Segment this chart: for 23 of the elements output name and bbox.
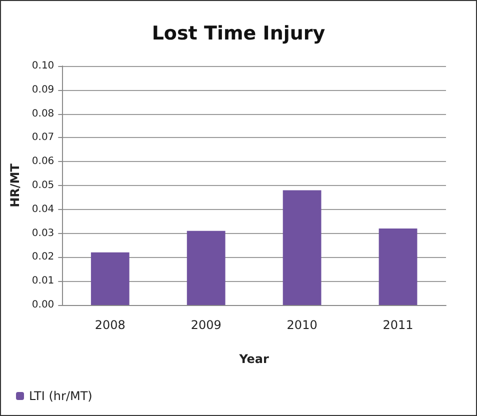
chart-title: Lost Time Injury [152, 22, 326, 44]
x-tick-label: 2009 [190, 318, 222, 332]
x-tick-label: 2008 [94, 318, 126, 332]
y-axis-title: HR/MT [8, 162, 22, 208]
y-tick-label: 0.04 [32, 204, 54, 215]
y-tick-label: 0.01 [32, 276, 54, 287]
y-tick-label: 0.03 [32, 228, 54, 239]
x-tick-label: 2011 [382, 318, 414, 332]
y-tick-label: 0.10 [32, 60, 54, 72]
y-tick-label: 0.08 [32, 108, 54, 120]
y-tick-label: 0.09 [32, 84, 54, 96]
y-tick-label: 0.02 [32, 252, 54, 263]
y-tick-label: 0.05 [32, 180, 54, 191]
y-tick-label: 0.00 [32, 300, 54, 310]
y-tick-label: 0.06 [32, 156, 54, 168]
bar [378, 228, 418, 305]
bar [282, 190, 322, 305]
legend-label: LTI (hr/MT) [29, 389, 92, 403]
bar [186, 230, 226, 305]
x-axis-title: Year [238, 352, 270, 366]
y-tick-label: 0.07 [32, 132, 54, 144]
x-tick-label: 2010 [286, 318, 318, 332]
bar [90, 252, 130, 305]
